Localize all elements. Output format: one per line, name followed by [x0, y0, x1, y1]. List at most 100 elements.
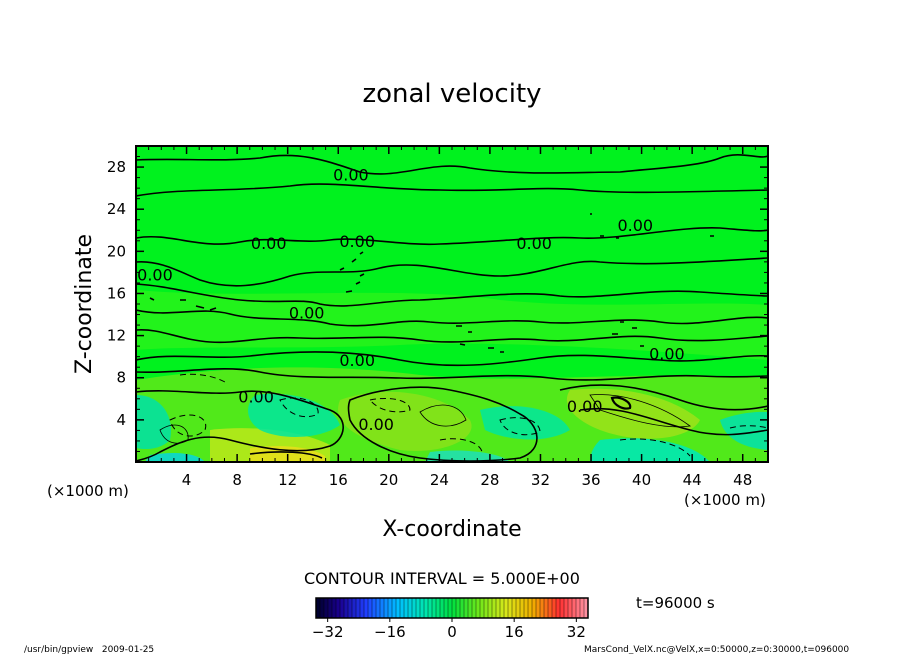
colorbar-segment: [408, 598, 413, 618]
footer-right: MarsCond_VelX.nc@VelX,x=0:50000,z=0:3000…: [584, 645, 849, 654]
contour-label-10: 0.00: [358, 415, 394, 434]
contour-label-9: 0.00: [238, 388, 274, 407]
colorbar-segment: [420, 598, 425, 618]
plot-area: [136, 146, 768, 462]
colorbar-segment: [372, 598, 377, 618]
colorbar-segment: [528, 598, 533, 618]
colorbar-segment: [468, 598, 473, 618]
colorbar-segment: [444, 598, 449, 618]
colorbar-segment: [448, 598, 453, 618]
colorbar-segment: [356, 598, 361, 618]
x-tick-label-4: 20: [379, 471, 398, 489]
x-tick-label-11: 48: [733, 471, 752, 489]
colorbar-segment: [452, 598, 457, 618]
colorbar-tick-label-3: 16: [505, 623, 524, 641]
y-tick-label-6: 28: [107, 158, 126, 176]
contour-lines: [136, 154, 768, 462]
colorbar-segment: [504, 598, 509, 618]
x-axis-label: X-coordinate: [382, 517, 521, 542]
colorbar-ticks: −32 −16 0 16 32: [312, 618, 586, 641]
colorbar-segment: [524, 598, 529, 618]
x-tick-label-2: 12: [278, 471, 297, 489]
contour-labels: 0.00 0.00 0.00 0.00 0.00 0.00 0.00 0.00 0.00 0.00…: [137, 165, 685, 434]
colorbar-segment: [400, 598, 405, 618]
y-tick-label-4: 20: [107, 242, 126, 260]
colorbar-segment: [536, 598, 541, 618]
colorbar-segment: [376, 598, 381, 618]
colorbar-segment: [344, 598, 349, 618]
colorbar-segment: [496, 598, 501, 618]
colorbar-segment: [388, 598, 393, 618]
colorbar-segment: [460, 598, 465, 618]
colorbar-segment: [360, 598, 365, 618]
x-tick-label-1: 8: [232, 471, 242, 489]
contour-label-7: 0.00: [339, 351, 375, 370]
x-tick-label-5: 24: [430, 471, 449, 489]
x-tick-label-0: 4: [182, 471, 192, 489]
contour-label-3: 0.00: [251, 234, 287, 253]
colorbar-segment: [548, 598, 553, 618]
colorbar-segment: [428, 598, 433, 618]
colorbar-segment: [336, 598, 341, 618]
colorbar: [315, 597, 589, 619]
colorbar-segment: [580, 598, 585, 618]
x-tick-label-6: 28: [480, 471, 499, 489]
colorbar-segment: [456, 598, 461, 618]
colorbar-segment: [436, 598, 441, 618]
colorbar-segment: [516, 598, 521, 618]
colorbar-segment: [392, 598, 397, 618]
colorbar-segment: [560, 598, 565, 618]
colorbar-segment: [584, 598, 589, 618]
x-tick-label-3: 16: [329, 471, 348, 489]
x-unit-label: (×1000 m): [684, 491, 766, 509]
colorbar-tick-label-1: −16: [374, 623, 406, 641]
colorbar-segment: [364, 598, 369, 618]
x-tick-label-10: 44: [683, 471, 702, 489]
colorbar-segment: [380, 598, 385, 618]
colorbar-segment: [464, 598, 469, 618]
colorbar-segment: [552, 598, 557, 618]
x-tick-label-8: 36: [581, 471, 600, 489]
y-tick-label-0: 4: [116, 411, 126, 429]
colorbar-segment: [572, 598, 577, 618]
colorbar-segment: [500, 598, 505, 618]
colorbar-segment: [472, 598, 477, 618]
colorbar-segment: [532, 598, 537, 618]
colorbar-segment: [332, 598, 337, 618]
colorbar-segment: [508, 598, 513, 618]
colorbar-segment: [556, 598, 561, 618]
y-axis-label: Z-coordinate: [72, 234, 97, 374]
y-axis: 4 8 12 16 20 24 28: [107, 156, 768, 452]
colorbar-segment: [352, 598, 357, 618]
contour-label-4: 0.00: [339, 232, 375, 251]
chart-title: zonal velocity: [362, 79, 541, 109]
colorbar-segment: [424, 598, 429, 618]
contour-label-6: 0.00: [289, 303, 325, 322]
colorbar-segment: [484, 598, 489, 618]
colorbar-segment: [488, 598, 493, 618]
colorbar-segment: [348, 598, 353, 618]
y-tick-label-1: 8: [116, 369, 126, 387]
colorbar-segment: [544, 598, 549, 618]
colorbar-segment: [476, 598, 481, 618]
contour-lines-dashed: [169, 373, 768, 457]
colorbar-segment: [328, 598, 333, 618]
colorbar-segment: [440, 598, 445, 618]
time-label: t=96000 s: [636, 594, 715, 612]
colorbar-segment: [432, 598, 437, 618]
x-tick-label-7: 32: [531, 471, 550, 489]
colorbar-segment: [492, 598, 497, 618]
y-unit-label: (×1000 m): [47, 482, 129, 500]
contour-interval-label: CONTOUR INTERVAL = 5.000E+00: [304, 569, 580, 588]
contour-label-1: 0.00: [617, 216, 653, 235]
contour-label-0: 0.00: [333, 165, 369, 184]
y-tick-label-3: 16: [107, 284, 126, 302]
colorbar-segment: [340, 598, 345, 618]
footer-left: /usr/bin/gpview 2009-01-25: [24, 645, 154, 654]
contour-label-8: 0.00: [649, 345, 685, 364]
contour-label-11: 0.00: [567, 397, 603, 416]
contour-lines-thin: [159, 394, 692, 444]
colorbar-segment: [396, 598, 401, 618]
y-tick-label-2: 12: [107, 327, 126, 345]
